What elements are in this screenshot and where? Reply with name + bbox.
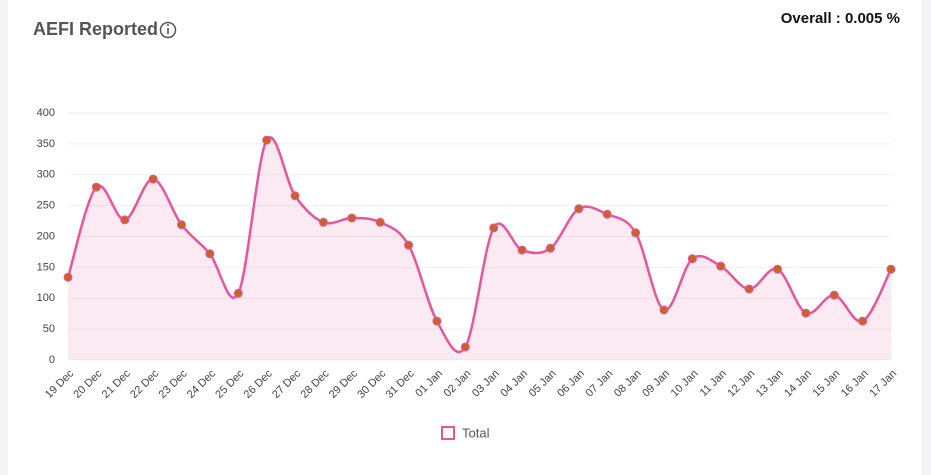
x-tick-label: 17 Jan — [867, 368, 899, 400]
x-tick-label: 07 Jan — [584, 368, 616, 400]
point — [829, 290, 839, 300]
x-tick-label: 02 Jan — [442, 368, 474, 400]
x-tick-label: 01 Jan — [413, 368, 445, 400]
x-tick-label: 05 Jan — [527, 368, 559, 400]
point — [801, 308, 811, 318]
x-tick-label: 25 Dec — [213, 367, 246, 400]
point — [205, 249, 215, 259]
x-tick-label: 28 Dec — [298, 367, 331, 400]
x-tick-label: 24 Dec — [185, 367, 218, 400]
x-tick-label: 10 Jan — [669, 368, 701, 400]
x-tick-label: 27 Dec — [270, 367, 303, 400]
y-tick-label: 350 — [37, 138, 55, 150]
x-tick-label: 09 Jan — [640, 368, 672, 400]
x-tick-label: 30 Dec — [355, 367, 388, 400]
point — [148, 174, 158, 184]
x-tick-label: 08 Jan — [612, 368, 644, 400]
point — [177, 220, 187, 230]
y-tick-label: 50 — [43, 323, 55, 335]
chart-title: AEFI Reported — [33, 19, 158, 39]
x-tick-label: 31 Dec — [384, 367, 417, 400]
point — [262, 135, 272, 145]
point — [659, 305, 669, 315]
x-tick-label: 03 Jan — [470, 368, 502, 400]
point — [744, 284, 754, 294]
y-tick-label: 150 — [37, 261, 55, 273]
x-tick-label: 15 Jan — [811, 368, 843, 400]
x-tick-label: 06 Jan — [555, 368, 587, 400]
point — [91, 182, 101, 192]
card — [8, 0, 922, 475]
point — [347, 213, 357, 223]
point — [687, 254, 697, 264]
point — [545, 243, 555, 253]
point — [318, 217, 328, 227]
y-tick-label: 300 — [37, 169, 55, 181]
x-tick-label: 11 Jan — [698, 368, 729, 399]
point — [375, 217, 385, 227]
y-tick-label: 0 — [49, 354, 55, 366]
x-tick-label: 29 Dec — [327, 367, 360, 400]
info-icon[interactable] — [159, 21, 177, 39]
x-tick-label: 19 Dec — [43, 367, 76, 400]
point — [772, 264, 782, 274]
y-tick-label: 400 — [37, 107, 55, 119]
point — [489, 223, 499, 233]
point — [120, 215, 130, 225]
x-tick-label: 12 Jan — [725, 368, 757, 400]
x-tick-label: 13 Jan — [754, 368, 786, 400]
x-tick-label: 04 Jan — [498, 368, 530, 400]
point — [574, 204, 584, 214]
point — [404, 240, 414, 250]
x-tick-label: 22 Dec — [128, 367, 161, 400]
x-tick-label: 20 Dec — [71, 367, 104, 400]
x-tick-label: 14 Jan — [782, 368, 814, 400]
x-tick-label: 21 Dec — [100, 367, 133, 400]
overall-label: Overall : 0.005 % — [781, 10, 900, 27]
y-tick-label: 250 — [37, 200, 55, 212]
legend-label: Total — [462, 425, 490, 440]
point — [716, 261, 726, 271]
point — [290, 191, 300, 201]
point — [517, 245, 527, 255]
x-tick-label: 26 Dec — [242, 367, 275, 400]
point — [602, 209, 612, 219]
y-tick-label: 200 — [37, 230, 55, 242]
x-tick-label: 16 Jan — [839, 368, 871, 400]
point — [460, 342, 470, 352]
point — [886, 264, 896, 274]
point — [63, 272, 73, 282]
legend-swatch[interactable] — [441, 426, 455, 440]
point — [631, 228, 641, 238]
y-tick-label: 100 — [37, 292, 55, 304]
x-tick-label: 23 Dec — [157, 367, 190, 400]
area — [68, 137, 891, 360]
point — [233, 288, 243, 298]
point — [858, 316, 868, 326]
point — [432, 316, 442, 326]
